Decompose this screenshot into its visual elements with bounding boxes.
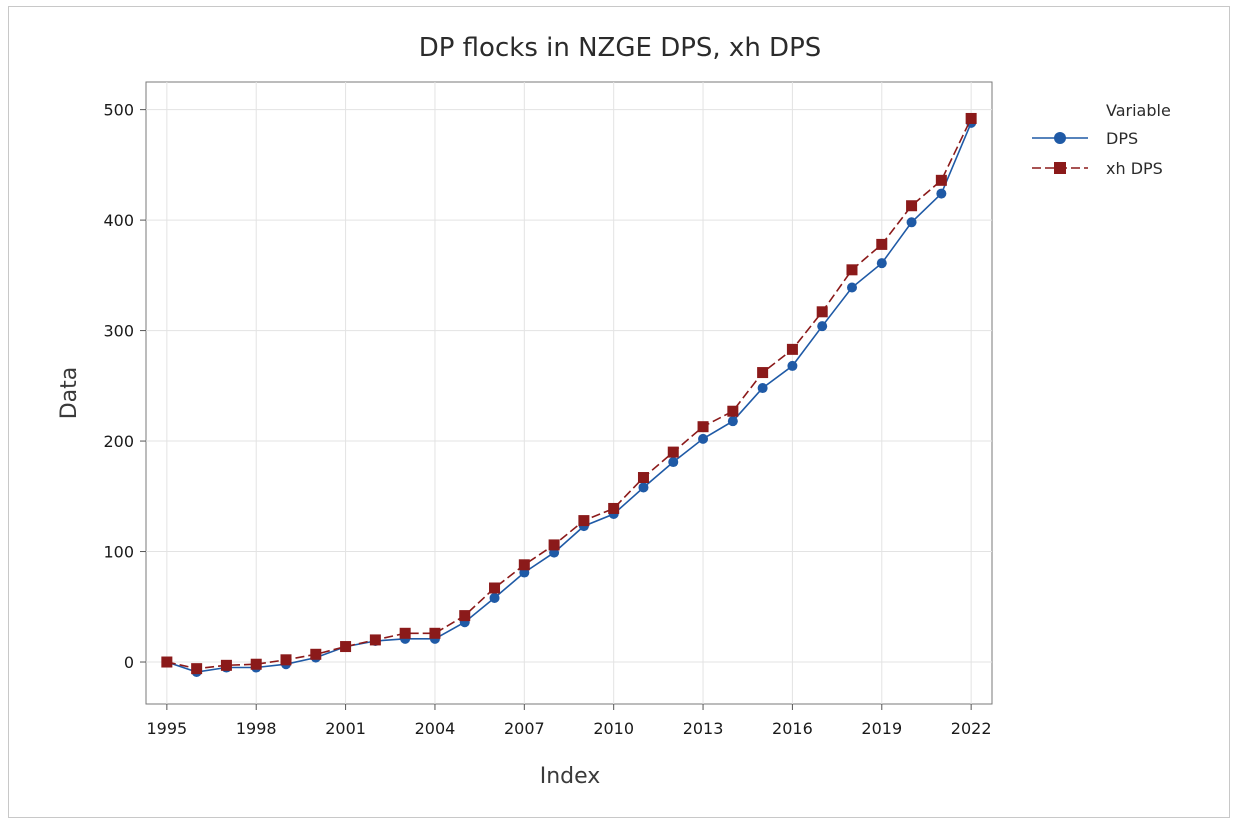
data-point	[518, 559, 530, 571]
data-point	[637, 472, 649, 484]
x-tick-label: 2022	[951, 719, 992, 738]
x-tick-label: 1998	[236, 719, 277, 738]
data-point	[340, 641, 352, 653]
data-point	[280, 654, 292, 666]
data-point	[757, 383, 768, 394]
data-point	[578, 515, 590, 527]
plot-area	[145, 81, 993, 705]
data-point	[369, 634, 381, 646]
chart-title: DP flocks in NZGE DPS, xh DPS	[419, 33, 822, 63]
x-tick-label: 2019	[861, 719, 902, 738]
data-point	[846, 264, 858, 276]
data-point	[250, 658, 262, 670]
data-point	[638, 482, 649, 493]
legend-item: xh DPS	[1032, 159, 1163, 178]
data-point	[906, 200, 918, 212]
data-point	[906, 217, 917, 228]
data-point	[816, 306, 828, 318]
data-point	[698, 433, 709, 444]
x-axis-title: Index	[540, 764, 601, 789]
data-point	[548, 539, 560, 551]
y-tick-label: 100	[103, 543, 134, 562]
data-point	[429, 627, 441, 639]
data-point	[459, 610, 471, 622]
series-line	[166, 118, 972, 670]
x-tick-label: 1995	[146, 719, 187, 738]
data-point	[310, 648, 322, 660]
data-point	[668, 457, 679, 468]
data-point	[220, 659, 232, 671]
legend-title: Variable	[1106, 101, 1171, 120]
series-layer	[161, 112, 977, 677]
data-point	[161, 656, 173, 668]
data-point	[965, 112, 977, 124]
x-tick-label: 2001	[325, 719, 366, 738]
x-tick-label: 2013	[683, 719, 724, 738]
legend-label: xh DPS	[1106, 159, 1163, 178]
legend-label: DPS	[1106, 129, 1138, 148]
y-tick-label: 200	[103, 432, 134, 451]
data-point	[817, 321, 828, 332]
data-point	[936, 188, 947, 199]
data-point	[727, 416, 738, 427]
legend-marker	[1054, 132, 1066, 144]
x-tick-label: 2016	[772, 719, 813, 738]
data-point	[876, 238, 888, 250]
y-tick-label: 300	[103, 322, 134, 341]
series-xh-dps	[161, 112, 977, 675]
data-point	[697, 421, 709, 433]
data-point	[489, 582, 501, 594]
legend-item: DPS	[1032, 129, 1138, 148]
y-tick-label: 500	[103, 101, 134, 120]
x-tick-label: 2007	[504, 719, 545, 738]
data-point	[846, 282, 857, 293]
data-point	[786, 343, 798, 355]
data-point	[608, 502, 620, 514]
axis-ticks: 1995 1998 2001 2004 2007 2010 2013 2016 2019 2022…	[103, 101, 991, 738]
y-axis-title: Data	[57, 367, 82, 420]
data-point	[727, 405, 739, 417]
data-point	[757, 367, 769, 379]
x-tick-label: 2010	[593, 719, 634, 738]
data-point	[191, 663, 203, 675]
y-tick-label: 400	[103, 211, 134, 230]
data-point	[935, 174, 947, 186]
legend-marker	[1054, 162, 1066, 174]
x-tick-label: 2004	[415, 719, 456, 738]
legend: Variable DPS xh DPS	[1032, 101, 1171, 178]
gridlines	[146, 82, 992, 704]
data-point	[667, 446, 679, 458]
data-point	[787, 360, 798, 371]
data-point	[489, 592, 500, 603]
data-point	[399, 627, 411, 639]
y-tick-label: 0	[124, 653, 134, 672]
data-point	[876, 258, 887, 269]
series-line	[166, 122, 972, 673]
